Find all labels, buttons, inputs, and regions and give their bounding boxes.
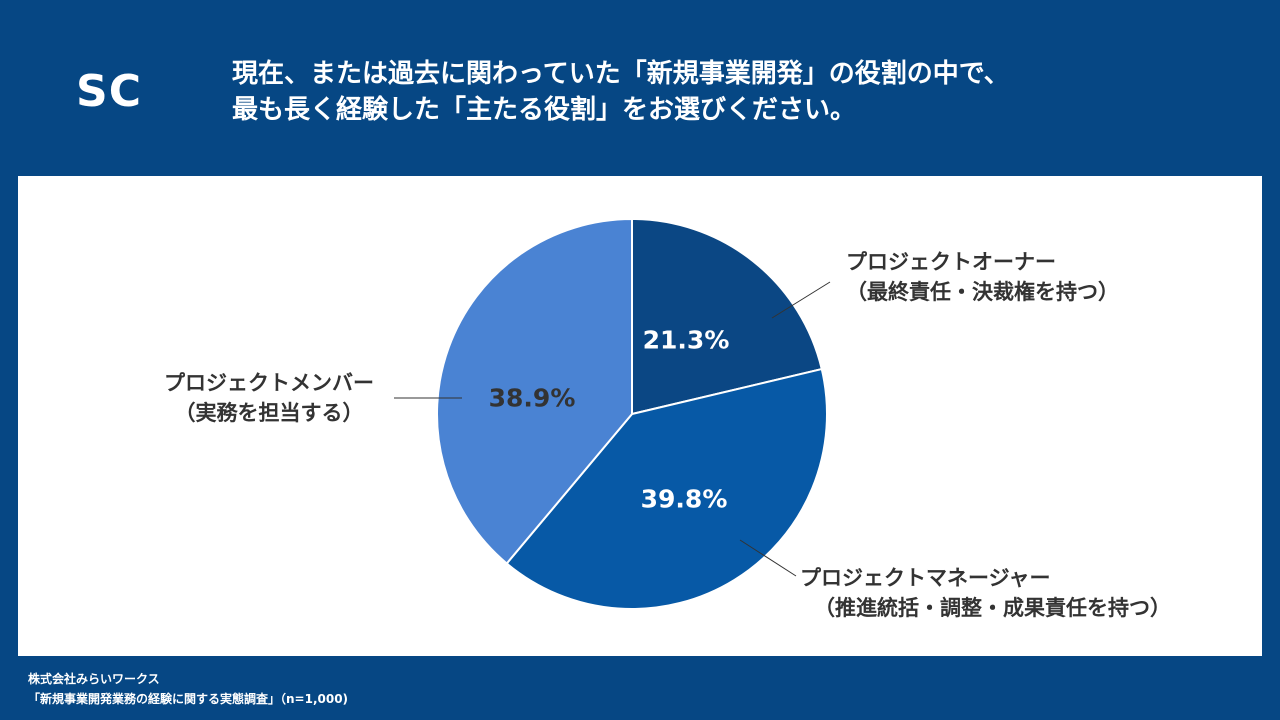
page-title: 現在、または過去に関わっていた「新規事業開発」の役割の中で、 最も長く経験した「…: [232, 59, 1010, 125]
legend-member-sub: （実務を担当する）: [174, 401, 364, 425]
legend-manager-name: プロジェクトマネージャー: [800, 566, 1051, 590]
leader-line-owner: [771, 281, 831, 319]
legend-manager: プロジェクトマネージャー （推進統括・調整・成果責任を持つ）: [800, 563, 1171, 623]
legend-owner-name: プロジェクトオーナー: [846, 250, 1056, 274]
legend-member-name: プロジェクトメンバー: [164, 371, 374, 395]
legend-owner: プロジェクトオーナー （最終責任・決裁権を持つ）: [846, 247, 1119, 307]
slice-label-member: 38.9%: [488, 383, 576, 413]
legend-owner-sub: （最終責任・決裁権を持つ）: [846, 280, 1119, 304]
legend-member: プロジェクトメンバー （実務を担当する）: [164, 368, 374, 428]
pie-slice-member: [436, 217, 633, 565]
footer-company: 株式会社みらいワークス: [28, 672, 160, 686]
section-badge: SC: [76, 66, 142, 117]
footer-source: 「新規事業開発業務の経験に関する実態調査」（n=1,000): [28, 692, 349, 706]
slice-label-owner: 21.3%: [642, 325, 730, 355]
leader-line-manager: [739, 539, 797, 577]
pie-slice-manager: [505, 367, 828, 610]
legend-manager-sub: （推進統括・調整・成果責任を持つ）: [814, 596, 1171, 620]
pie-slice-owner: [631, 217, 823, 416]
slice-label-manager: 39.8%: [640, 484, 728, 514]
